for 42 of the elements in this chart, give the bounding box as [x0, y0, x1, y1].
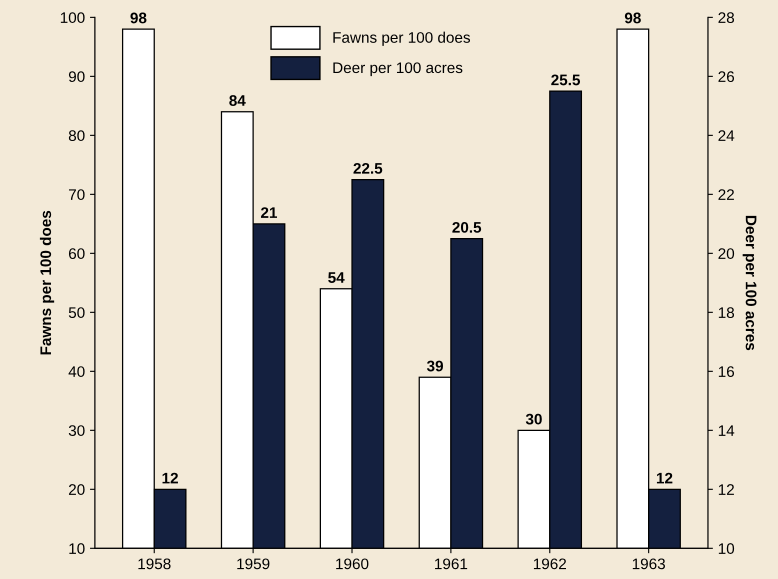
data-label: 98: [130, 12, 146, 24]
data-label: 54: [328, 272, 345, 283]
x-tick-label: 1959: [237, 558, 270, 570]
data-label: 30: [526, 414, 542, 425]
y-tick-label: 30: [68, 425, 85, 436]
data-label: 39: [426, 360, 443, 372]
y2-tick-label: 10: [718, 543, 734, 554]
y-axis-title: Fawns per 100 does: [40, 210, 54, 354]
data-label: 12: [656, 472, 672, 484]
data-label: 25.5: [551, 74, 580, 86]
y2-axis-title: Deer per 100 acres: [742, 216, 757, 350]
x-tick-label: 1961: [435, 558, 468, 570]
y2-tick-label: 26: [718, 71, 734, 82]
data-label: 12: [162, 472, 178, 484]
y2-tick-label: 24: [718, 130, 734, 141]
y2-tick-label: 16: [718, 366, 734, 378]
y-tick-label: 60: [68, 248, 85, 260]
y-tick-label: 80: [68, 130, 85, 142]
y2-tick-label: 14: [718, 425, 734, 436]
x-tick-label: 1962: [534, 558, 566, 570]
y-tick-label: 100: [60, 12, 85, 24]
y-tick-label: 40: [68, 366, 85, 378]
y2-tick-label: 22: [718, 189, 734, 200]
data-label: 21: [260, 207, 278, 218]
y2-tick-label: 20: [718, 248, 734, 260]
x-tick-label: 1958: [138, 558, 171, 570]
x-tick-label: 1960: [336, 558, 368, 570]
data-label: 20.5: [452, 222, 482, 233]
y-tick-label: 90: [68, 71, 85, 82]
y2-tick-label: 12: [718, 484, 734, 495]
y-tick-label: 10: [69, 543, 85, 554]
y2-tick-label: 18: [718, 307, 734, 318]
data-label: 84: [229, 95, 246, 106]
data-label: 22.5: [353, 162, 382, 174]
data-label: 98: [624, 12, 641, 24]
y-tick-label: 20: [68, 484, 85, 496]
y-tick-label: 50: [68, 307, 85, 318]
y-tick-label: 70: [68, 189, 85, 200]
legend-label: Fawns per 100 does: [333, 32, 470, 46]
y2-tick-label: 28: [718, 12, 734, 24]
x-tick-label: 1963: [632, 558, 665, 570]
legend-label: Deer per 100 acres: [333, 62, 462, 76]
